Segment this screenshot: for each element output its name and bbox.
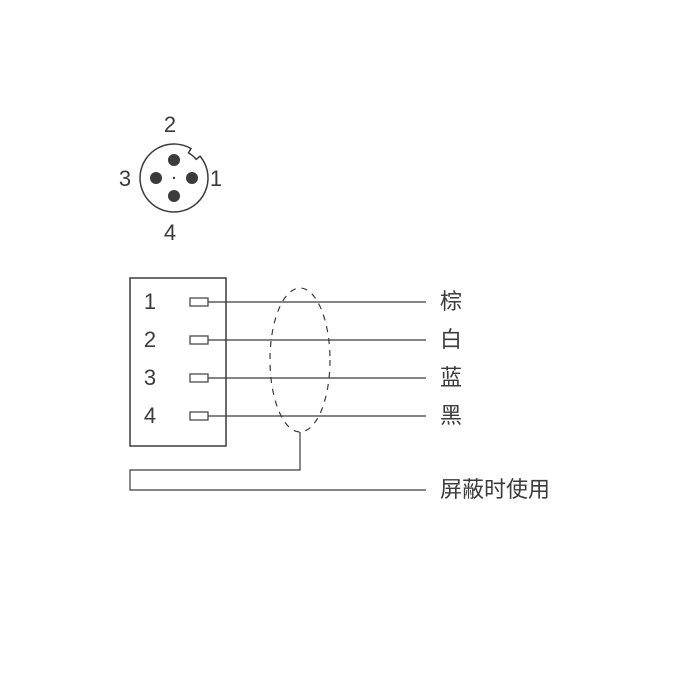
- connector-pin-4: [168, 190, 180, 202]
- wire-label-2: 白: [440, 327, 462, 352]
- terminal-number-2: 2: [144, 327, 156, 352]
- shield-ellipse: [270, 288, 330, 432]
- terminal-pad-1: [190, 298, 208, 306]
- connector-pin-label-3: 3: [119, 166, 131, 191]
- connector-pin-2: [168, 154, 180, 166]
- connector-pin-label-4: 4: [164, 220, 176, 245]
- terminal-pad-2: [190, 336, 208, 344]
- shield-wire: [130, 432, 426, 490]
- terminal-pad-3: [190, 374, 208, 382]
- terminal-number-4: 4: [144, 403, 156, 428]
- shield-label: 屏蔽时使用: [440, 477, 550, 502]
- terminal-number-1: 1: [144, 289, 156, 314]
- wire-label-4: 黑: [440, 403, 462, 428]
- terminal-number-3: 3: [144, 365, 156, 390]
- connector-pin-1: [186, 172, 198, 184]
- terminal-pad-4: [190, 412, 208, 420]
- connector-center-dot: [173, 177, 175, 179]
- connector-pin-3: [150, 172, 162, 184]
- wire-label-3: 蓝: [440, 365, 462, 390]
- wire-label-1: 棕: [440, 289, 462, 314]
- connector-pin-label-2: 2: [164, 112, 176, 137]
- connector-pin-label-1: 1: [210, 166, 222, 191]
